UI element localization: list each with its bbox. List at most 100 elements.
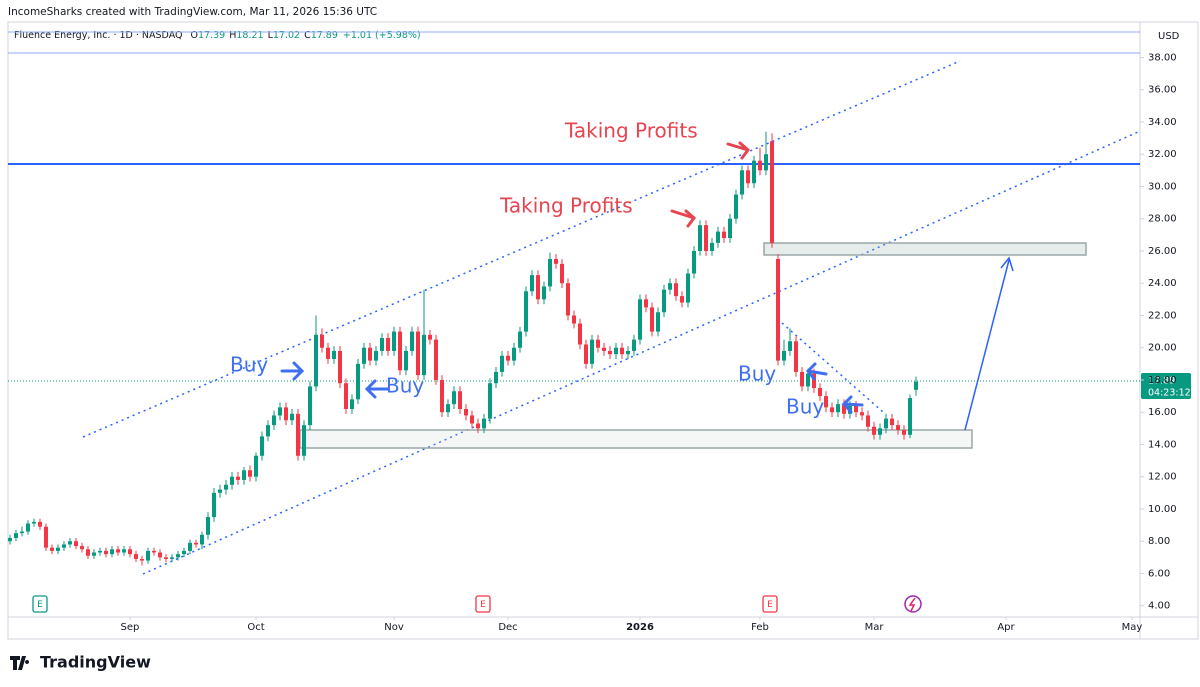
candle-body: [872, 426, 877, 435]
candle-body: [187, 542, 192, 551]
blue-arrow: [280, 361, 305, 381]
candle-body: [608, 350, 613, 355]
candle-body: [277, 407, 282, 416]
candle-body: [541, 286, 546, 300]
candle-body: [800, 371, 805, 387]
candle-body: [91, 552, 96, 556]
candle-body: [469, 415, 474, 424]
annotation: Buy: [230, 353, 268, 377]
x-tick-label: Apr: [997, 622, 1015, 633]
candle-body: [698, 225, 703, 251]
candle-body: [584, 344, 589, 364]
candle-body: [283, 407, 288, 421]
candle-body: [175, 554, 180, 558]
ohlc-value: 17.89: [311, 30, 338, 41]
candle-body: [782, 350, 787, 361]
ohlc-label: H: [229, 30, 236, 41]
candle-body: [223, 484, 228, 490]
candle-body: [626, 350, 631, 355]
candle-body: [722, 231, 727, 239]
candle-body: [451, 391, 456, 405]
candle-body: [680, 296, 685, 303]
candle-body: [427, 334, 432, 340]
lightning: [908, 597, 916, 612]
candle-body: [674, 283, 679, 297]
y-tick-label: 28.00: [1148, 214, 1177, 225]
x-tick-label: Dec: [498, 622, 517, 633]
candle-body: [481, 418, 486, 429]
ohlc-label: C: [304, 30, 311, 41]
candle-body: [37, 521, 42, 527]
change: +1.01 (+5.98%): [343, 30, 421, 41]
candle-body: [692, 250, 697, 274]
price-badge: [1141, 373, 1191, 399]
x-tick-label: May: [1122, 622, 1143, 633]
event-label: E: [767, 600, 773, 610]
y-tick-label: 4.00: [1148, 601, 1170, 612]
candle-body: [211, 492, 216, 518]
x-tick-label: Sep: [121, 622, 140, 633]
candle-body: [902, 429, 907, 435]
candle-body: [746, 170, 751, 184]
symbol-header: Fluence Energy, Inc. · 1D · NASDAQ O17.39…: [14, 30, 421, 41]
candle-body: [499, 355, 504, 372]
candle-body: [908, 398, 913, 435]
event-badge: [32, 595, 48, 613]
y-tick-label: 32.00: [1148, 149, 1177, 160]
candle-body: [265, 425, 270, 437]
candle-body: [61, 544, 66, 548]
event-label: E: [480, 600, 486, 610]
candle-body: [776, 259, 781, 361]
candle-body: [884, 418, 889, 429]
candle-body: [163, 557, 168, 559]
y-tick-label: 26.00: [1148, 246, 1177, 257]
candle-body: [31, 521, 36, 524]
blue-arrow: [364, 379, 390, 399]
candle-body: [854, 405, 859, 413]
event-badge: [475, 595, 491, 613]
candle-body: [602, 347, 607, 351]
candle-body: [896, 425, 901, 430]
blue-arrow: [841, 395, 864, 414]
countdown: 04:23:12: [1148, 388, 1191, 399]
candle-body: [253, 455, 258, 477]
candle-body: [656, 312, 661, 332]
candle-body: [836, 404, 841, 413]
annotation: Buy: [386, 374, 424, 398]
candle-body: [764, 154, 769, 171]
y-tick-label: 16.00: [1148, 407, 1177, 418]
candle-body: [493, 371, 498, 384]
y-tick-label: 12.00: [1148, 472, 1177, 483]
y-tick-label: 36.00: [1148, 85, 1177, 96]
candle-body: [517, 331, 522, 348]
candle-body: [139, 558, 144, 561]
candle-body: [259, 436, 264, 456]
candle-body: [842, 404, 847, 414]
ohlc-value: 18.21: [236, 30, 263, 41]
candle-body: [235, 476, 240, 480]
candle-body: [181, 550, 186, 555]
x-tick-label: Nov: [384, 622, 404, 633]
candle-body: [121, 549, 126, 553]
blue-arrow: [806, 362, 828, 381]
candle-body: [85, 549, 90, 556]
candle-body: [590, 339, 595, 364]
logo-text: TradingView: [40, 653, 151, 672]
candle-body: [169, 557, 174, 559]
y-tick-label: 38.00: [1148, 52, 1177, 63]
candle-body: [151, 550, 156, 553]
candle-body: [818, 388, 823, 397]
candle-body: [79, 546, 84, 550]
currency: USD: [1158, 31, 1180, 42]
candle-body: [355, 363, 360, 400]
candle-body: [55, 547, 60, 551]
candle-body: [734, 194, 739, 219]
candle-body: [217, 489, 222, 493]
red-arrow: [726, 141, 751, 160]
y-tick-label: 24.00: [1148, 278, 1177, 289]
annotation: Taking Profits: [499, 194, 633, 218]
candle-body: [133, 554, 138, 559]
candle-body: [343, 383, 348, 409]
candle-body: [596, 339, 601, 348]
